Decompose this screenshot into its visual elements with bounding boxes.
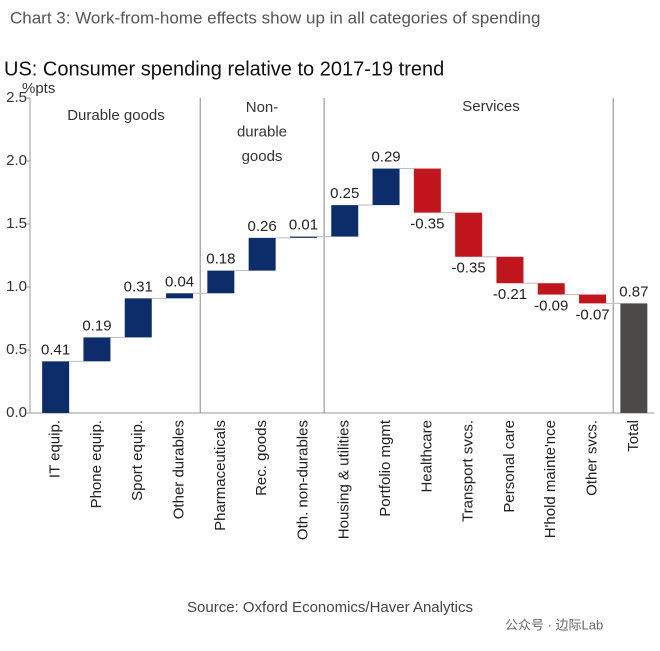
data-label: -0.35	[410, 216, 444, 233]
bar	[166, 293, 194, 299]
x-tick-label: H'hold mainte'nce	[542, 420, 559, 538]
x-tick-label: Portfolio mgmt	[377, 419, 394, 517]
bar	[537, 283, 565, 295]
bar	[42, 361, 70, 413]
bar	[248, 237, 276, 271]
data-label: 0.25	[330, 185, 359, 202]
bar	[331, 205, 359, 237]
x-tick-label: Pharmaceuticals	[212, 420, 229, 531]
x-tick-label: Other durables	[171, 420, 188, 519]
group-label: Durable goods	[67, 107, 165, 124]
x-tick-label: IT equip.	[47, 420, 64, 478]
x-tick-label: Total	[625, 420, 642, 452]
data-label: 0.26	[248, 218, 277, 235]
y-tick-label: 1.5	[6, 215, 27, 232]
x-tick-label: Rec. goods	[253, 420, 270, 496]
bar	[372, 168, 400, 206]
bar	[496, 256, 524, 284]
data-label: -0.35	[452, 260, 486, 277]
x-tick-label: Healthcare	[418, 420, 435, 493]
y-tick-label: 0.5	[6, 341, 27, 358]
data-label: 0.87	[619, 283, 648, 300]
data-label: 0.18	[206, 251, 235, 268]
y-tick-label: 1.0	[6, 278, 27, 295]
group-label: goods	[242, 148, 283, 165]
bar	[124, 298, 152, 338]
total-bar	[620, 303, 648, 413]
group-label: Non-	[246, 99, 279, 116]
data-label: 0.29	[371, 149, 400, 166]
data-label: 0.04	[165, 273, 194, 290]
chart-header: Chart 3: Work-from-home effects show up …	[10, 8, 540, 27]
x-tick-label: Other svcs.	[584, 420, 601, 496]
data-label: 0.01	[289, 217, 318, 234]
x-tick-label: Phone equip.	[88, 420, 105, 508]
data-label: 0.41	[41, 341, 70, 358]
y-axis-label: %pts	[22, 80, 55, 97]
group-label: durable	[237, 123, 287, 140]
bar	[207, 270, 235, 294]
bar	[413, 168, 441, 213]
bar	[579, 294, 607, 304]
data-label: 0.19	[82, 317, 111, 334]
bar	[289, 236, 317, 238]
y-tick-label: 2.0	[6, 152, 27, 169]
data-label: -0.07	[575, 306, 609, 323]
chart-title: US: Consumer spending relative to 2017-1…	[4, 58, 444, 80]
data-label: -0.21	[493, 286, 527, 303]
group-label: Services	[462, 98, 520, 115]
x-tick-label: Oth. non-durables	[294, 420, 311, 540]
watermark: 公众号 · 边际Lab	[505, 617, 603, 632]
y-tick-label: 0.0	[6, 404, 27, 421]
x-tick-label: Personal care	[501, 420, 518, 513]
data-label: -0.09	[534, 298, 568, 315]
x-tick-label: Transport svcs.	[460, 420, 477, 522]
bar	[455, 212, 483, 257]
bar	[83, 337, 111, 362]
source: Source: Oxford Economics/Haver Analytics	[187, 599, 473, 616]
x-tick-label: Sport equip.	[129, 420, 146, 501]
x-tick-label: Housing & utilities	[336, 420, 353, 539]
data-label: 0.31	[124, 278, 153, 295]
y-tick-label: 2.5	[6, 89, 27, 106]
